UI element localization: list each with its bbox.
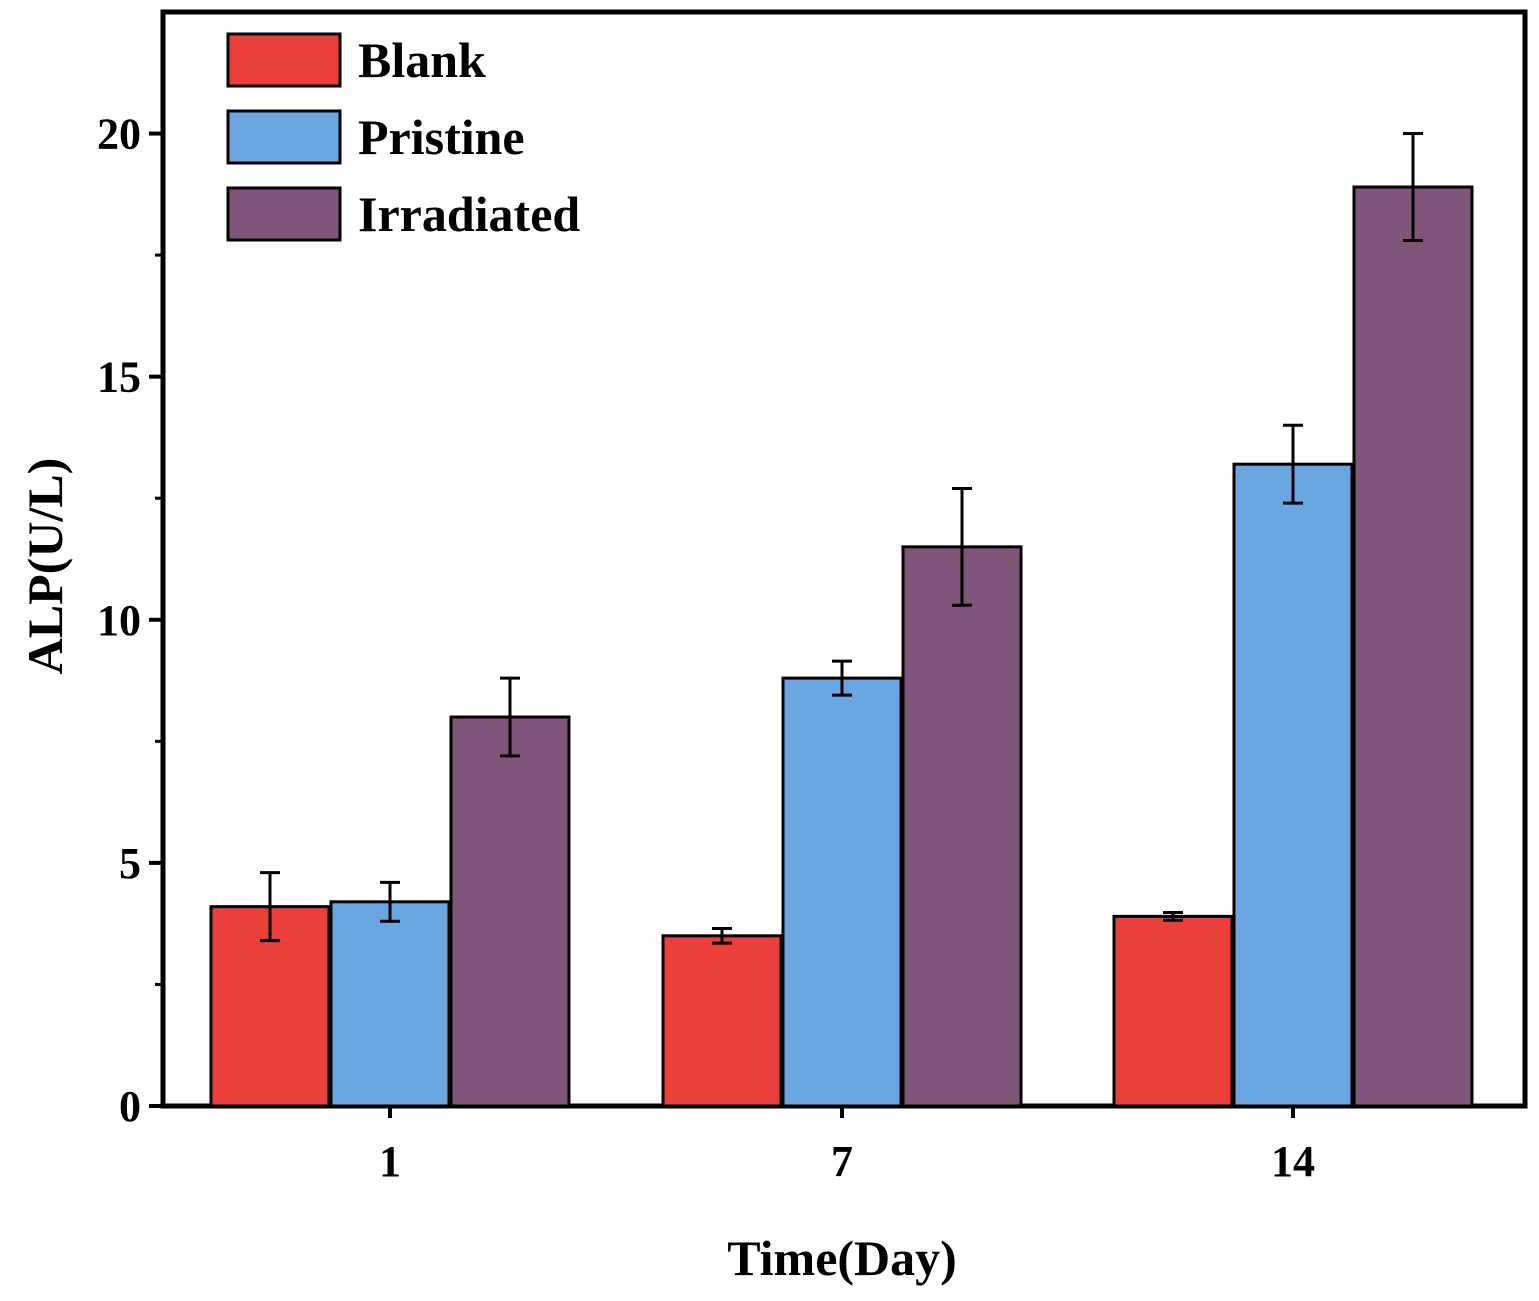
ticks-layer: 1 7 14 0 5 10 15 20 bbox=[97, 110, 1315, 1186]
legend-swatch-blank bbox=[226, 32, 342, 88]
x-tick-label-1: 1 bbox=[379, 1137, 401, 1186]
error-bars-layer bbox=[260, 132, 1423, 945]
bar-irradiated-day-14 bbox=[1352, 185, 1474, 1108]
x-tick-label-7: 7 bbox=[831, 1137, 853, 1186]
error-bar-blank-day-7 bbox=[712, 927, 732, 945]
bar-pristine-day-14 bbox=[1232, 462, 1354, 1108]
legend-label-pristine: Pristine bbox=[358, 109, 525, 165]
y-tick-label-0: 0 bbox=[119, 1082, 141, 1131]
bar-blank-day-7 bbox=[661, 934, 783, 1108]
bar-pristine-day-7 bbox=[781, 676, 903, 1108]
legend: Blank Pristine Irradiated bbox=[226, 32, 580, 242]
legend-swatch-irradiated bbox=[226, 186, 342, 242]
y-axis-title: ALP(U/L) bbox=[17, 458, 73, 675]
legend-swatch-pristine bbox=[226, 109, 342, 165]
error-bar-pristine-day-1 bbox=[380, 880, 400, 923]
error-bar-pristine-day-14 bbox=[1283, 423, 1303, 505]
bars-layer bbox=[209, 185, 1474, 1108]
x-axis-title: Time(Day) bbox=[727, 1230, 957, 1286]
legend-label-blank: Blank bbox=[358, 32, 486, 88]
error-bar-pristine-day-7 bbox=[832, 659, 852, 697]
legend-item-blank: Blank bbox=[226, 32, 486, 88]
error-bar-irradiated-day-1 bbox=[500, 676, 520, 758]
legend-item-pristine: Pristine bbox=[226, 109, 525, 165]
bar-pristine-day-1 bbox=[329, 900, 451, 1108]
y-tick-label-10: 10 bbox=[97, 596, 141, 645]
x-tick-label-14: 14 bbox=[1271, 1137, 1315, 1186]
y-tick-label-15: 15 bbox=[97, 353, 141, 402]
bar-irradiated-day-7 bbox=[901, 545, 1023, 1108]
y-tick-label-20: 20 bbox=[97, 110, 141, 159]
y-tick-label-5: 5 bbox=[119, 839, 141, 888]
legend-item-irradiated: Irradiated bbox=[226, 186, 580, 242]
error-bar-blank-day-14 bbox=[1163, 910, 1183, 922]
legend-label-irradiated: Irradiated bbox=[358, 186, 580, 242]
error-bar-blank-day-1 bbox=[260, 871, 280, 943]
bar-irradiated-day-1 bbox=[449, 715, 571, 1108]
error-bar-irradiated-day-7 bbox=[952, 486, 972, 607]
error-bar-irradiated-day-14 bbox=[1403, 132, 1423, 243]
bar-blank-day-14 bbox=[1112, 914, 1234, 1108]
